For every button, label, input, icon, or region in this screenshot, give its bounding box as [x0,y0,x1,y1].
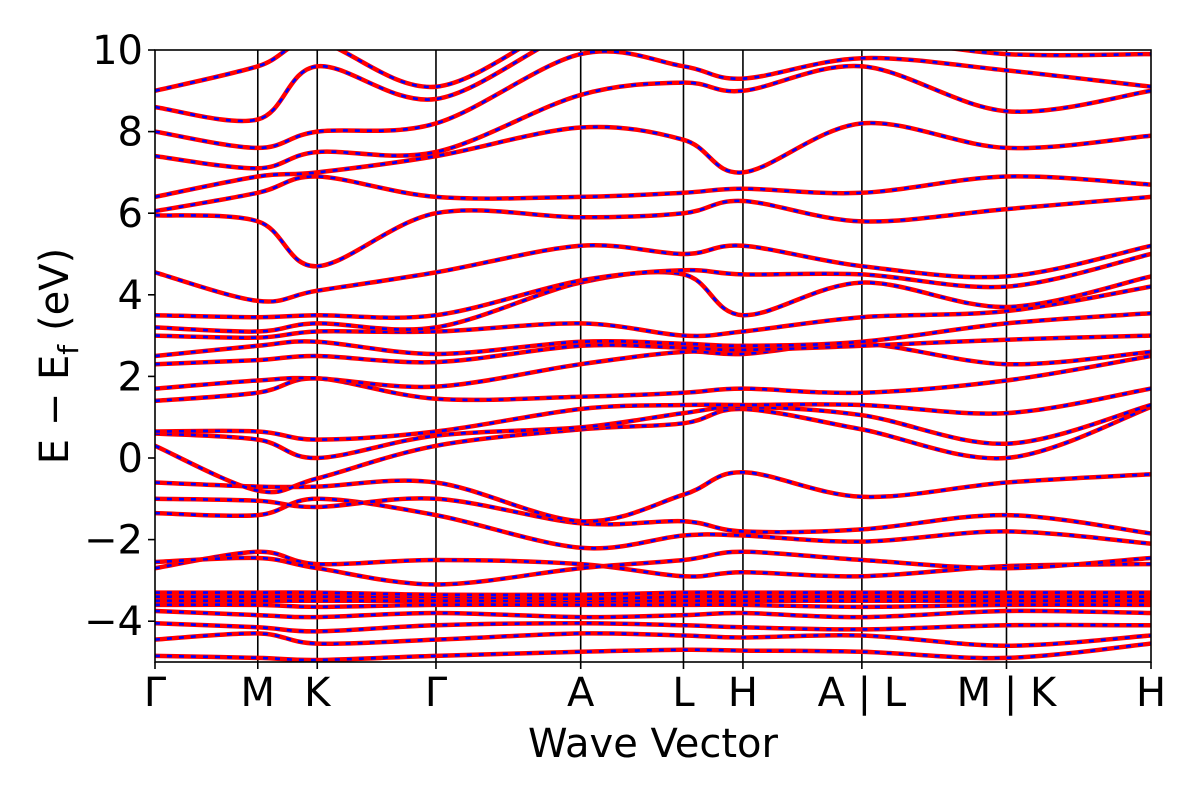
band-28-dashed [155,50,1151,150]
band-18-dashed [155,334,1151,366]
band-20-dashed [155,285,1151,340]
band-10-dashed [155,497,1151,550]
x-tick-label-4: A [567,670,595,716]
y-axis-label-unit: (eV) [32,248,78,331]
x-tick-label-8: M | K [957,670,1058,716]
y-axis-label-main: E − E [32,355,78,465]
x-tick-label-0: Γ [144,670,167,716]
band-1-solid [155,631,1151,648]
y-tick-label-6: 8 [118,110,143,156]
band-6-solid [155,594,1151,602]
y-tick-label-5: 6 [118,191,143,237]
plot-frame [154,49,1152,663]
band-29-solid [155,50,1151,124]
band-22-dashed [155,252,1151,319]
band-27-dashed [155,64,1151,170]
band-26-dashed [155,121,1151,199]
band-4-solid [155,602,1151,610]
band-lines [155,50,1151,662]
x-tick-label-3: Γ [425,670,448,716]
y-axis-ticks: −4 −2 0 2 4 6 8 10 [84,28,155,645]
band-14-dashed [155,403,1151,460]
band-7-solid [155,590,1151,598]
band-3-solid [155,608,1151,620]
band-0-solid [155,641,1151,662]
band-23-dashed [155,244,1151,303]
y-axis-label-subscript: f [52,344,85,355]
y-tick-label-3: 2 [118,354,143,400]
x-tick-label-1: M [241,670,276,716]
x-tick-label-6: H [728,670,758,716]
y-tick-label-1: −2 [84,518,143,564]
band-25-solid [155,174,1151,214]
x-axis-label: Wave Vector [528,721,779,767]
band-2-solid [155,620,1151,634]
band-17-dashed [155,342,1151,390]
band-16-solid [155,353,1151,404]
x-tick-label-5: L [672,670,695,716]
y-tick-label-4: 4 [118,273,143,319]
band-24-dashed [155,195,1151,268]
band-9-dashed [155,550,1151,586]
band-21-dashed [155,270,1151,333]
x-tick-label-9: H [1136,670,1166,716]
band-19-dashed [155,311,1151,358]
band-12-dashed [155,470,1151,523]
band-13-dashed [155,405,1151,494]
y-tick-label-7: 10 [92,28,143,74]
band-15-dashed [155,387,1151,441]
x-tick-label-7: A | L [818,670,907,716]
y-axis-label: E − Ef (eV) [32,248,85,465]
x-tick-label-2: K [304,670,332,716]
band-11-solid [155,496,1151,536]
y-tick-label-0: −4 [84,599,143,645]
y-tick-label-2: 0 [118,436,143,482]
